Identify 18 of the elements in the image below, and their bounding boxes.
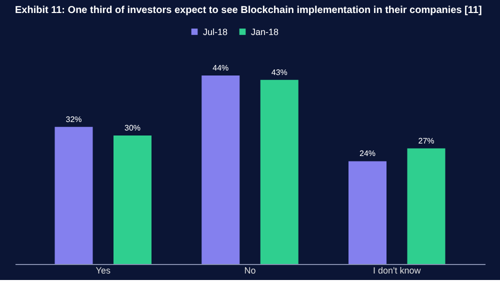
x-tick-label: No xyxy=(244,266,256,276)
bar xyxy=(407,148,446,264)
legend-label: Jan-18 xyxy=(251,26,279,37)
x-tick-label: I don't know xyxy=(373,266,422,276)
data-label: 44% xyxy=(212,64,229,73)
data-label: 30% xyxy=(124,124,141,133)
data-label: 24% xyxy=(359,149,376,158)
bar xyxy=(348,161,386,264)
bar xyxy=(114,136,152,264)
x-tick-label: Yes xyxy=(96,266,111,276)
data-label: 32% xyxy=(66,114,82,124)
bar xyxy=(202,76,240,264)
bar xyxy=(260,80,298,264)
chart-title: Exhibit 11: One third of investors expect to see Blockchain implementation in their companies [11] xyxy=(15,5,482,16)
data-label: 27% xyxy=(418,136,434,146)
legend-label: Jul-18 xyxy=(203,26,228,37)
data-label: 43% xyxy=(271,68,288,77)
bar xyxy=(54,126,93,264)
